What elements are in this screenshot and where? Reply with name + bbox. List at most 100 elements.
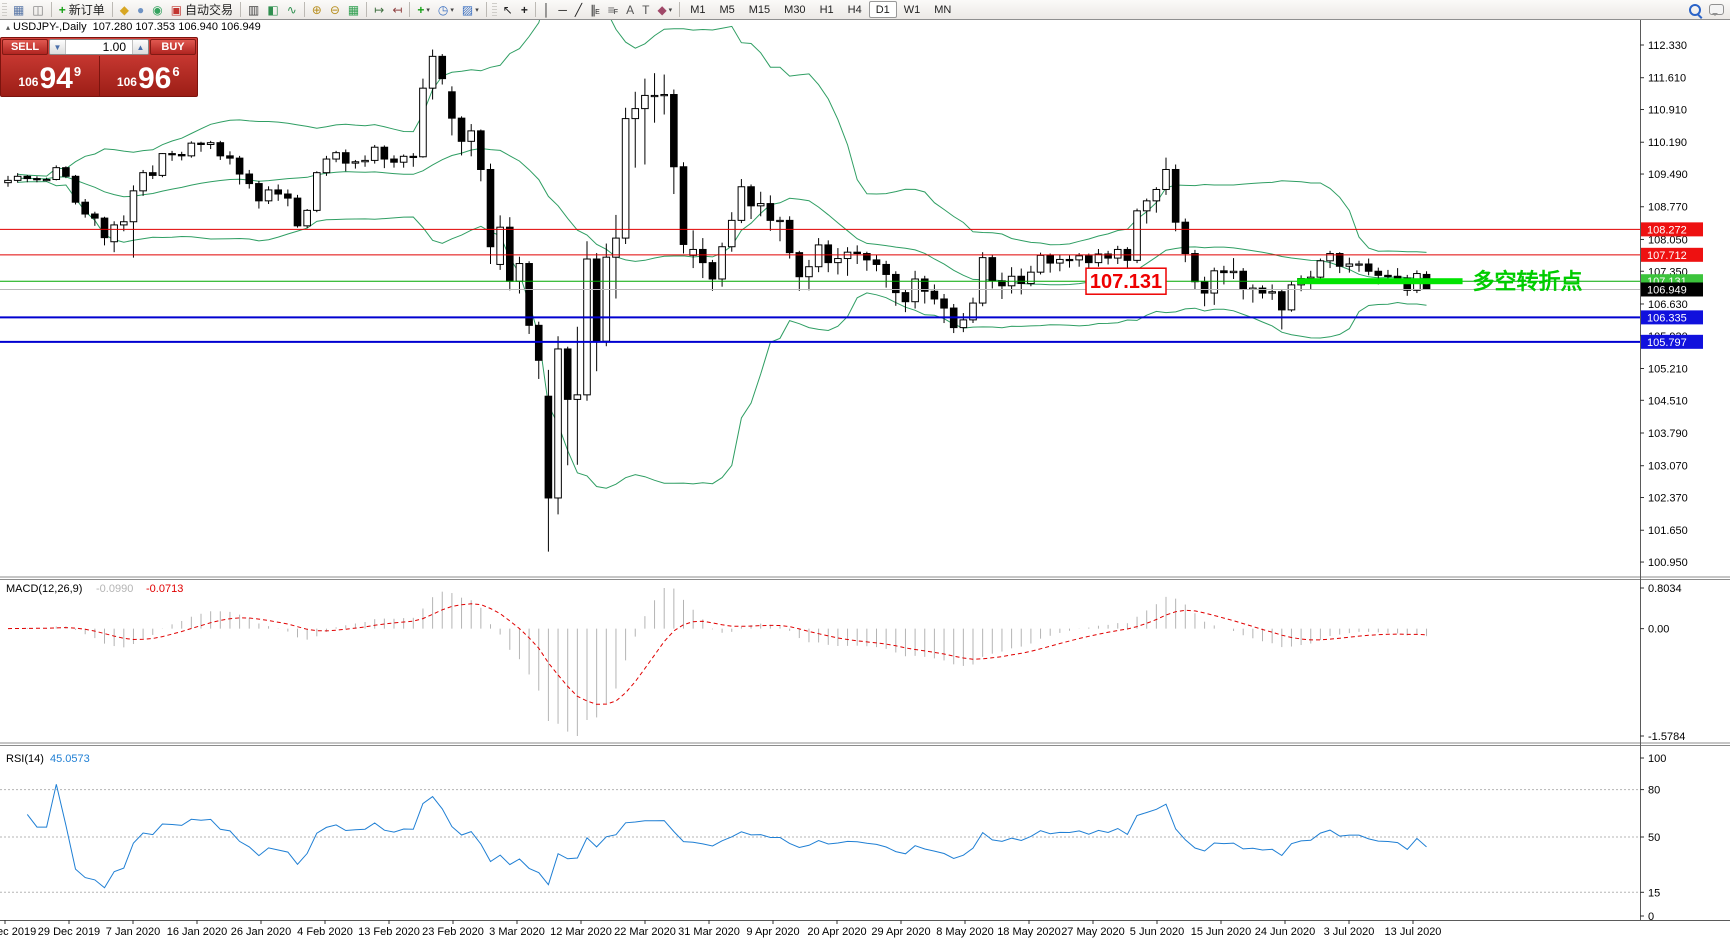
zoom-in-button[interactable]: ⊕	[308, 0, 326, 19]
chevron-down-icon: ▾	[668, 6, 673, 14]
arrows-dropdown[interactable]: ◆ ▾	[653, 0, 676, 19]
autotrading-glyph-icon: ▣	[170, 2, 183, 17]
time-tick-label: 20 Apr 2020	[807, 926, 866, 938]
timeframe-button-m1[interactable]: M1	[690, 3, 706, 16]
line-chart-button[interactable]: ∿	[283, 0, 301, 19]
price-badge-label: 108.272	[1647, 224, 1687, 236]
bull-candle	[573, 394, 582, 400]
text-label-button[interactable]: T	[638, 0, 653, 19]
periods-dropdown[interactable]: ◷ ▾	[434, 0, 458, 19]
bar-chart-button[interactable]: ▥	[244, 0, 263, 19]
bear-candle	[766, 203, 775, 221]
timeframe-button-m30[interactable]: M30	[784, 3, 806, 16]
search-icon[interactable]	[1689, 3, 1701, 16]
volume-decrease-icon[interactable]: ▼	[50, 40, 66, 54]
bull-candle	[313, 172, 321, 211]
signals-icon[interactable]: ◉	[148, 0, 166, 19]
time-tick-label: 24 Jun 2020	[1255, 926, 1316, 938]
autotrading-button[interactable]: ▣ 自动交易	[167, 0, 237, 19]
sell-button[interactable]: SELL	[2, 39, 48, 55]
time-tick-label: 23 Feb 2020	[422, 926, 484, 938]
timeframe-button-mn[interactable]: MN	[934, 3, 952, 16]
oct-toggle-icon[interactable]: ▴	[6, 23, 11, 32]
price-tick-label: 108.050	[1648, 234, 1688, 246]
buy-button[interactable]: BUY	[150, 39, 196, 55]
chart-shift-button[interactable]: ↤	[388, 0, 406, 19]
bull-candle	[370, 146, 379, 161]
bear-candle	[91, 213, 99, 219]
print-preview-icon[interactable]: ◫	[28, 0, 47, 19]
volume-increase-icon[interactable]: ▲	[132, 40, 148, 54]
indicators-glyph-icon: +	[417, 2, 425, 17]
bear-candle	[1171, 168, 1180, 223]
fibonacci-button[interactable]: ≡ F	[604, 0, 622, 19]
cursor-button[interactable]: ↖	[499, 0, 517, 19]
timeframe-button-h4[interactable]: H4	[847, 3, 862, 16]
bull-candle	[1056, 258, 1064, 264]
bear-candle	[563, 348, 572, 400]
crosshair-button[interactable]: +	[517, 0, 532, 19]
bull-candle	[419, 87, 427, 158]
candlestick-chart-button[interactable]: ◧	[263, 0, 282, 19]
bear-candle	[1239, 270, 1248, 290]
metaeditor-icon[interactable]: ◆	[116, 0, 133, 19]
timeframe-button-m5[interactable]: M5	[719, 3, 735, 16]
sell-price[interactable]: 106 94 9	[1, 56, 100, 96]
tile-windows-button[interactable]: ▦	[344, 0, 363, 19]
macd-axis-label: 0.8034	[1648, 583, 1682, 595]
zoom-out-glyph-icon: ⊖	[329, 2, 340, 17]
equidistant-channel-button[interactable]: ∥ E	[586, 0, 604, 19]
timeframe-button-m15[interactable]: M15	[748, 3, 771, 16]
indicators-dropdown[interactable]: + ▾	[413, 0, 434, 19]
bollinger-lower-band	[17, 181, 1427, 489]
auto-scroll-button[interactable]: ↦	[370, 0, 388, 19]
text-button[interactable]: A	[622, 0, 638, 19]
price-tick-label: 110.910	[1648, 105, 1687, 117]
vertical-line-button[interactable]: │	[539, 0, 555, 19]
trendline-button[interactable]: ╱	[571, 0, 586, 19]
bar-chart-glyph-icon: ▥	[248, 2, 260, 17]
timeframe-button-d1[interactable]: D1	[868, 1, 897, 18]
bear-candle	[940, 298, 948, 309]
bear-candle	[872, 259, 881, 265]
bear-candle	[1046, 254, 1055, 264]
templates-dropdown[interactable]: ▨ ▾	[458, 0, 483, 19]
bear-candle	[1393, 275, 1402, 279]
sell-price-point: 9	[73, 64, 82, 79]
bull-candle	[1355, 263, 1363, 266]
bull-candle	[650, 94, 659, 98]
bull-candle	[110, 224, 118, 243]
symbol-name: USDJPY-,Daily	[13, 21, 87, 33]
bull-candle	[399, 155, 408, 163]
horizontal-line-button[interactable]: ─	[554, 0, 571, 19]
time-tick-label: 13 Feb 2020	[358, 926, 420, 938]
bull-candle	[1229, 270, 1238, 274]
crosshair-glyph-icon: +	[520, 2, 528, 17]
terminal-icon[interactable]: ●	[133, 0, 148, 19]
bear-candle	[785, 219, 794, 254]
community-chat-icon[interactable]	[1709, 4, 1724, 16]
horizontal-line-glyph-icon: ─	[558, 2, 567, 17]
bull-candle	[814, 244, 823, 268]
bull-candle	[1133, 210, 1141, 261]
bear-candle	[1085, 255, 1093, 264]
timeframe-button-w1[interactable]: W1	[903, 3, 921, 16]
chart-window-icon[interactable]: ▦	[9, 0, 28, 19]
bull-candle	[332, 152, 340, 160]
bear-candle	[1384, 274, 1392, 278]
price-label-box-text: 107.131	[1090, 271, 1162, 293]
volume-input[interactable]: 1.00	[102, 40, 126, 54]
rsi-line	[26, 784, 1427, 889]
timeframe-button-h1[interactable]: H1	[819, 3, 834, 16]
zoom-out-button[interactable]: ⊖	[326, 0, 344, 19]
price-tick-label: 111.610	[1648, 73, 1686, 85]
bear-candle	[1258, 287, 1267, 294]
bollinger-upper-band	[17, 0, 1427, 253]
bull-candle	[322, 158, 331, 174]
buy-price[interactable]: 106 96 6	[100, 56, 198, 96]
bear-candle	[525, 263, 533, 326]
bull-candle	[756, 203, 765, 207]
new-order-button[interactable]: + 新订单	[55, 0, 109, 19]
bear-candle	[168, 153, 176, 156]
